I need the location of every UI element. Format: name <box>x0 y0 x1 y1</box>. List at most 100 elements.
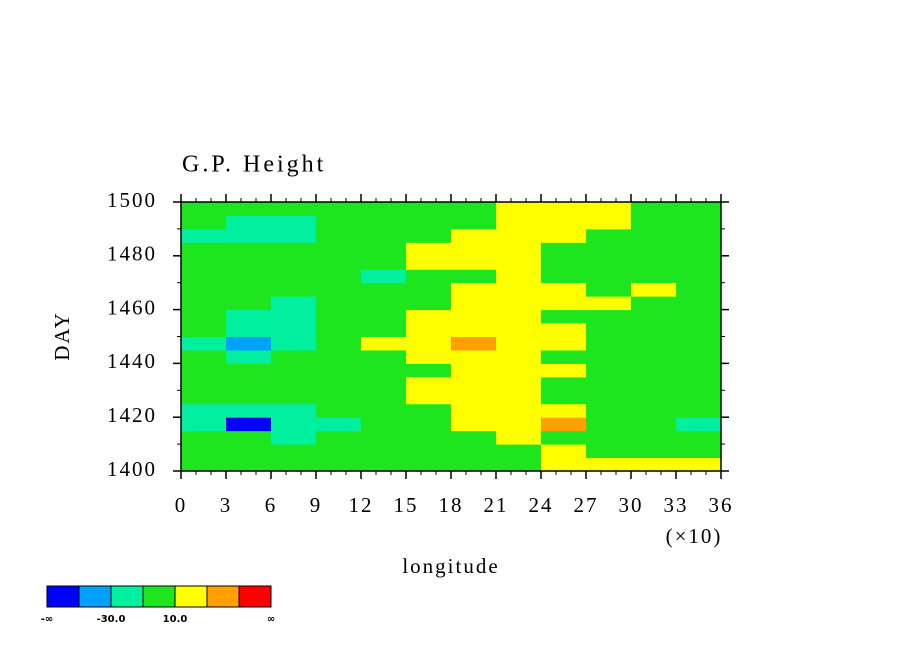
colorbar-swatch <box>238 585 272 608</box>
heatmap-cell <box>676 242 722 257</box>
heatmap-cell <box>406 269 452 284</box>
x-tick-label: 27 <box>574 493 599 517</box>
heatmap-cell <box>271 417 317 432</box>
heatmap-cell <box>316 417 362 432</box>
heatmap-cell <box>541 215 587 230</box>
x-tick-label: 12 <box>349 493 374 517</box>
x-tick-label: 36 <box>709 493 734 517</box>
heatmap-cell <box>271 228 317 243</box>
heatmap-cell <box>631 363 677 378</box>
heatmap-cell <box>676 309 722 324</box>
heatmap-cell <box>586 376 632 391</box>
heatmap-cell <box>181 282 227 297</box>
heatmap-cell <box>361 323 407 337</box>
heatmap-cell <box>676 376 722 391</box>
heatmap-cell <box>451 228 497 243</box>
heatmap-cell <box>271 363 317 378</box>
chart-title: G.P. Height <box>182 152 326 178</box>
heatmap-cell <box>406 457 452 472</box>
heatmap-cell <box>586 255 632 270</box>
heatmap-cell <box>271 309 317 324</box>
heatmap-cell <box>361 282 407 297</box>
y-tick-label: 1480 <box>107 242 157 266</box>
heatmap-cell <box>586 228 632 243</box>
x-tick-label: 24 <box>529 493 554 517</box>
colorbar-swatch <box>110 585 144 608</box>
heatmap-cell <box>676 269 722 284</box>
heatmap-cell <box>586 202 632 216</box>
heatmap-cell <box>586 444 632 459</box>
heatmap-cell <box>226 269 272 284</box>
heatmap-cell <box>631 403 677 418</box>
heatmap-cell <box>676 444 722 459</box>
heatmap-cell <box>271 255 317 270</box>
heatmap-cell <box>271 296 317 311</box>
heatmap-cell <box>316 282 362 297</box>
heatmap-cell <box>226 363 272 378</box>
heatmap-cell <box>496 215 542 230</box>
heatmap-cell <box>181 323 227 337</box>
heatmap-cell <box>541 323 587 337</box>
heatmap-cell <box>631 242 677 257</box>
heatmap-cell <box>406 376 452 391</box>
heatmap-cell <box>226 296 272 311</box>
heatmap-cell <box>496 228 542 243</box>
x-axis-label: longitude <box>402 554 499 578</box>
heatmap-cell <box>451 296 497 311</box>
heatmap-cell <box>361 349 407 364</box>
heatmap-cell <box>676 215 722 230</box>
heatmap-cell <box>316 242 362 257</box>
heatmap-cell <box>496 390 542 405</box>
heatmap-cell <box>226 336 272 351</box>
heatmap-cell <box>451 336 497 351</box>
heatmap-cell <box>316 363 362 378</box>
heatmap-cell <box>496 417 542 432</box>
y-tick-label: 1500 <box>107 188 157 212</box>
heatmap-cell <box>496 444 542 459</box>
heatmap-cell <box>406 228 452 243</box>
heatmap-cell <box>631 202 677 216</box>
heatmap-cell <box>631 296 677 311</box>
heatmap-cell <box>181 444 227 459</box>
colorbar-swatch <box>78 585 112 608</box>
heatmap-cell <box>181 430 227 445</box>
heatmap-cell <box>361 255 407 270</box>
heatmap-cell <box>631 336 677 351</box>
heatmap-cell <box>451 417 497 432</box>
heatmap-cell <box>496 202 542 216</box>
heatmap-cell <box>271 269 317 284</box>
heatmap-cell <box>406 430 452 445</box>
heatmap-cell <box>541 269 587 284</box>
heatmap-cell <box>361 296 407 311</box>
heatmap-cell <box>451 430 497 445</box>
heatmap-cell <box>496 255 542 270</box>
heatmap-cell <box>271 323 317 337</box>
y-tick-label: 1460 <box>107 295 157 319</box>
heatmap-cell <box>541 336 587 351</box>
heatmap-cell <box>631 376 677 391</box>
heatmap-cell <box>631 417 677 432</box>
heatmap-cell <box>181 403 227 418</box>
heatmap-cell <box>631 444 677 459</box>
heatmap-cell <box>541 202 587 216</box>
heatmap-cell <box>271 430 317 445</box>
heatmap-cell <box>496 376 542 391</box>
heatmap-cell <box>271 376 317 391</box>
heatmap-cell <box>316 296 362 311</box>
heatmap-cell <box>496 242 542 257</box>
heatmap-cell <box>676 336 722 351</box>
heatmap-cell <box>316 376 362 391</box>
x-tick-label: 9 <box>310 493 323 517</box>
heatmap-cell <box>271 215 317 230</box>
colorbar-swatch <box>46 585 80 608</box>
heatmap-cell <box>496 403 542 418</box>
heatmap-cell <box>181 417 227 432</box>
heatmap-cell <box>361 390 407 405</box>
heatmap-cell <box>361 376 407 391</box>
heatmap-cell <box>451 349 497 364</box>
heatmap-cell <box>541 376 587 391</box>
heatmap-cell <box>181 457 227 472</box>
heatmap-cell <box>406 390 452 405</box>
heatmap-cell <box>586 363 632 378</box>
heatmap-cell <box>226 242 272 257</box>
